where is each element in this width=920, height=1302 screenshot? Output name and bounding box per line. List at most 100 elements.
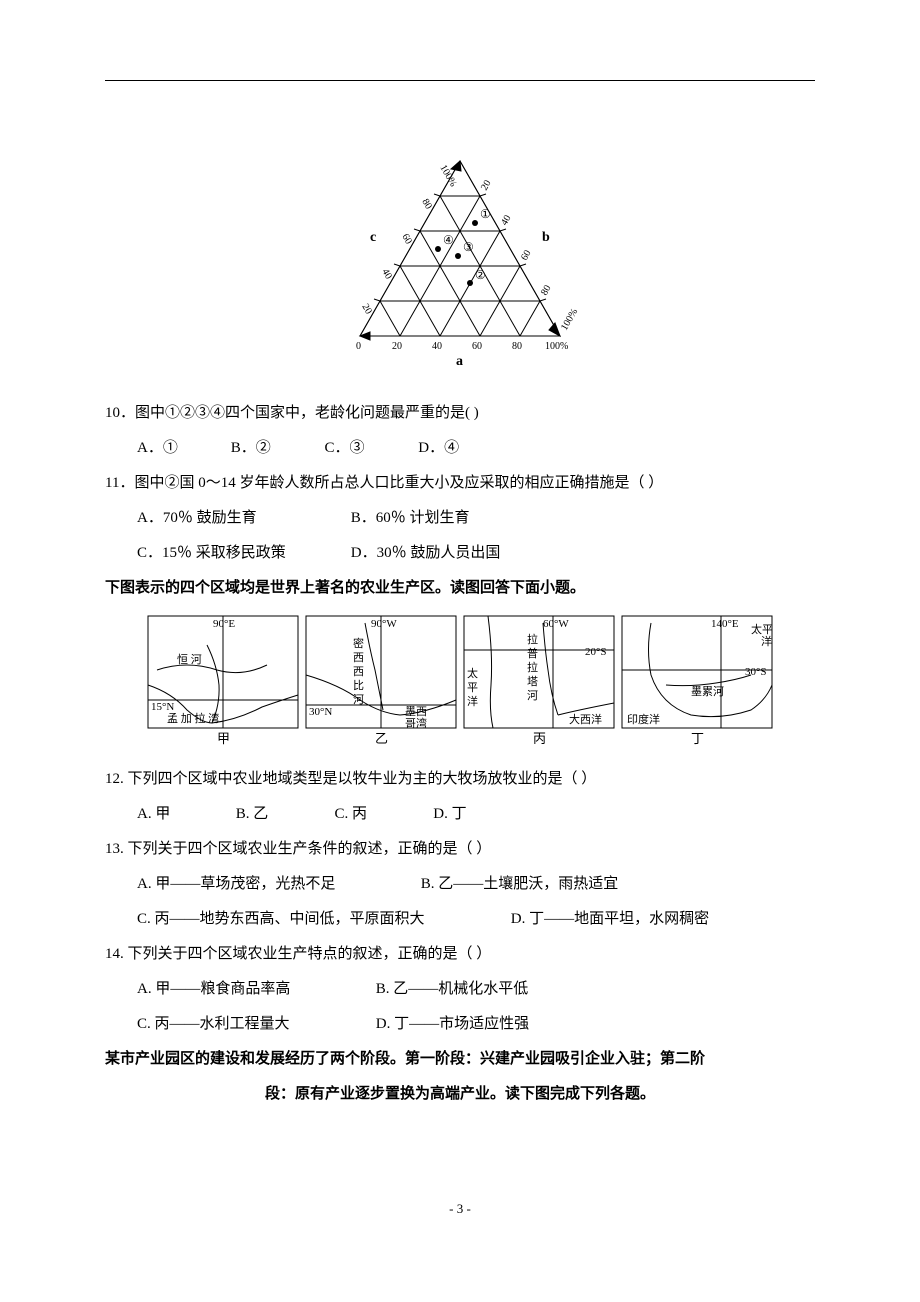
q14-optB: B. 乙——机械化水平低 xyxy=(376,973,529,1006)
q11-options-row2: C．15％ 采取移民政策 D．30％ 鼓励人员出国 xyxy=(105,537,815,570)
svg-text:100%: 100% xyxy=(545,341,568,352)
q12-optD: D. 丁 xyxy=(433,798,528,831)
svg-text:大西洋: 大西洋 xyxy=(569,712,602,726)
svg-text:洋: 洋 xyxy=(761,634,772,648)
q11-text: 11．图中②国 0～14 岁年龄人数所占总人口比重大小及应采取的相应正确措施是（… xyxy=(105,467,815,500)
svg-text:60: 60 xyxy=(472,341,482,352)
svg-text:c: c xyxy=(370,230,376,245)
q13-optD: D. 丁——地面平坦，水网稠密 xyxy=(511,903,709,936)
svg-text:80: 80 xyxy=(512,341,522,352)
svg-text:60°W: 60°W xyxy=(543,618,569,630)
svg-text:比: 比 xyxy=(353,679,364,692)
section-intro-2a: 某市产业园区的建设和发展经历了两个阶段。第一阶段：兴建产业园吸引企业入驻；第二阶 xyxy=(105,1043,815,1076)
q10-optC: C．③ xyxy=(325,432,415,465)
svg-text:墨西: 墨西 xyxy=(405,705,427,718)
svg-text:太平: 太平 xyxy=(751,623,773,636)
q10-text: 10．图中①②③④四个国家中，老龄化问题最严重的是( ) xyxy=(105,397,815,430)
svg-text:15°N: 15°N xyxy=(151,701,174,713)
q13-optB: B. 乙——土壤肥沃，雨热适宜 xyxy=(421,868,619,901)
q11-optD: D．30％ 鼓励人员出国 xyxy=(351,537,501,570)
svg-text:140°E: 140°E xyxy=(711,618,739,630)
q11-optA: A．70％ 鼓励生育 xyxy=(137,502,347,535)
section-intro-1: 下图表示的四个区域均是世界上著名的农业生产区。读图回答下面小题。 xyxy=(105,572,815,605)
q14-optC: C. 丙——水利工程量大 xyxy=(137,1008,372,1041)
svg-text:100%: 100% xyxy=(559,307,580,333)
svg-text:洋: 洋 xyxy=(467,694,478,708)
exam-page: ① ② ③ ④ c b a 0 20 40 60 80 100% 20 40 6… xyxy=(0,0,920,1277)
map-bing: 60°W 20°S 拉 普 拉 塔 河 太 平 洋 大西洋 丙 xyxy=(463,615,615,745)
q11-optB: B．60％ 计划生育 xyxy=(351,502,470,535)
svg-text:拉: 拉 xyxy=(527,632,538,646)
svg-text:90°E: 90°E xyxy=(213,618,235,630)
q12-text: 12. 下列四个区域中农业地域类型是以牧牛业为主的大牧场放牧业的是（ ） xyxy=(105,763,815,796)
svg-text:②: ② xyxy=(475,268,486,282)
q12-optA: A. 甲 xyxy=(137,798,232,831)
q14-text: 14. 下列关于四个区域农业生产特点的叙述，正确的是（ ） xyxy=(105,938,815,971)
svg-text:90°W: 90°W xyxy=(371,618,397,630)
svg-text:平: 平 xyxy=(467,682,478,694)
svg-text:塔: 塔 xyxy=(527,675,538,688)
svg-text:丁: 丁 xyxy=(691,731,704,745)
q12-optC: C. 丙 xyxy=(335,798,430,831)
map-yi: 90°W 密 西 西 比 河 30°N 墨西 哥湾 乙 xyxy=(305,615,457,745)
map-ding: 140°E 太平 洋 30°S 墨累河 印度洋 丁 xyxy=(621,615,773,745)
map-jia: 90°E 恒 河 15°N 孟 加 拉 湾 甲 xyxy=(147,615,299,745)
svg-text:印度洋: 印度洋 xyxy=(627,712,660,726)
svg-text:20: 20 xyxy=(359,302,374,316)
svg-text:0: 0 xyxy=(356,341,361,352)
q11-options-row1: A．70％ 鼓励生育 B．60％ 计划生育 xyxy=(105,502,815,535)
svg-text:30°S: 30°S xyxy=(745,666,767,678)
svg-text:80: 80 xyxy=(419,197,434,211)
q14-options-row1: A. 甲——粮食商品率高 B. 乙——机械化水平低 xyxy=(105,973,815,1006)
q13-text: 13. 下列关于四个区域农业生产条件的叙述，正确的是（ ） xyxy=(105,833,815,866)
q14-optA: A. 甲——粮食商品率高 xyxy=(137,973,372,1006)
svg-text:恒 河: 恒 河 xyxy=(177,653,202,666)
svg-text:哥湾: 哥湾 xyxy=(405,716,427,730)
q13-optC: C. 丙——地势东西高、中间低，平原面积大 xyxy=(137,903,507,936)
q10-optA: A．① xyxy=(137,432,227,465)
svg-text:孟 加 拉 湾: 孟 加 拉 湾 xyxy=(167,711,219,725)
section-intro-2b: 段：原有产业逐步置换为高端产业。读下图完成下列各题。 xyxy=(105,1078,815,1111)
svg-text:60: 60 xyxy=(519,248,534,262)
maps-row: 90°E 恒 河 15°N 孟 加 拉 湾 甲 90°W 密 西 西 比 xyxy=(105,615,815,745)
svg-text:西: 西 xyxy=(353,666,364,678)
svg-text:b: b xyxy=(542,230,550,245)
q12-optB: B. 乙 xyxy=(236,798,331,831)
q10-options: A．① B．② C．③ D．④ xyxy=(105,432,815,465)
top-divider xyxy=(105,80,815,81)
svg-text:河: 河 xyxy=(527,689,538,702)
svg-text:①: ① xyxy=(480,207,491,221)
svg-text:30°N: 30°N xyxy=(309,706,332,718)
ternary-chart: ① ② ③ ④ c b a 0 20 40 60 80 100% 20 40 6… xyxy=(330,141,590,371)
page-number: - 3 - xyxy=(105,1201,815,1217)
svg-text:40: 40 xyxy=(432,341,442,352)
q12-options: A. 甲 B. 乙 C. 丙 D. 丁 xyxy=(105,798,815,831)
q10-optD: D．④ xyxy=(418,432,508,465)
svg-text:20: 20 xyxy=(392,341,402,352)
svg-text:a: a xyxy=(456,354,463,369)
svg-text:拉: 拉 xyxy=(527,660,538,674)
svg-text:乙: 乙 xyxy=(375,731,388,745)
svg-text:丙: 丙 xyxy=(533,731,546,745)
svg-text:40: 40 xyxy=(379,267,394,281)
svg-text:60: 60 xyxy=(399,232,414,246)
q11-optC: C．15％ 采取移民政策 xyxy=(137,537,347,570)
svg-text:墨累河: 墨累河 xyxy=(691,685,724,698)
svg-text:太: 太 xyxy=(467,667,478,680)
svg-text:密: 密 xyxy=(353,636,364,650)
q13-optA: A. 甲——草场茂密，光热不足 xyxy=(137,868,417,901)
q13-options-row2: C. 丙——地势东西高、中间低，平原面积大 D. 丁——地面平坦，水网稠密 xyxy=(105,903,815,936)
svg-text:80: 80 xyxy=(539,283,554,297)
svg-text:甲: 甲 xyxy=(217,731,230,745)
svg-text:河: 河 xyxy=(353,693,364,706)
q13-options-row1: A. 甲——草场茂密，光热不足 B. 乙——土壤肥沃，雨热适宜 xyxy=(105,868,815,901)
svg-text:40: 40 xyxy=(499,213,514,227)
svg-text:20°S: 20°S xyxy=(585,646,607,658)
svg-text:西: 西 xyxy=(353,652,364,664)
svg-text:20: 20 xyxy=(479,178,494,192)
q10-optB: B．② xyxy=(231,432,321,465)
q14-optD: D. 丁——市场适应性强 xyxy=(376,1008,529,1041)
svg-text:④: ④ xyxy=(443,233,454,247)
svg-text:普: 普 xyxy=(527,646,538,660)
q14-options-row2: C. 丙——水利工程量大 D. 丁——市场适应性强 xyxy=(105,1008,815,1041)
